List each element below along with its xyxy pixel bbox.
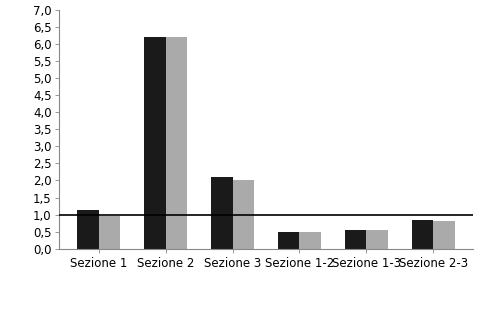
Bar <box>99 216 120 249</box>
Bar <box>144 37 165 249</box>
Bar <box>232 181 254 249</box>
Bar <box>433 221 454 249</box>
Bar <box>366 230 387 249</box>
Bar <box>345 230 366 249</box>
Bar <box>78 210 99 249</box>
Bar <box>165 37 187 249</box>
Bar <box>300 232 321 249</box>
Bar <box>412 220 433 249</box>
Bar <box>211 177 232 249</box>
Bar <box>278 232 300 249</box>
